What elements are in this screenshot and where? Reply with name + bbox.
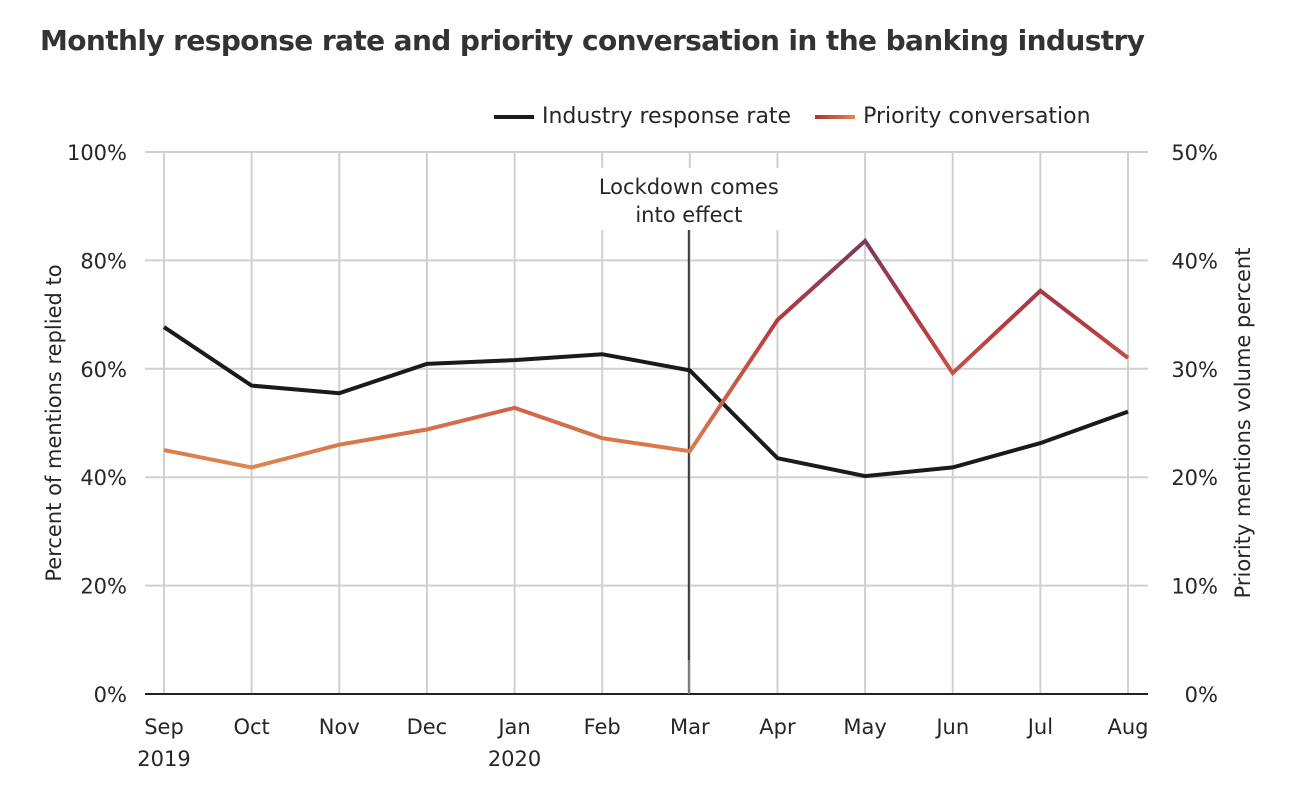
annotation-text: into effect (635, 203, 742, 227)
right-axis-ticks: 0% 10% 20% 30% 40% 50% (1171, 141, 1218, 707)
x-tick-label: Jul (1026, 715, 1053, 739)
vertical-gridlines (145, 152, 1148, 695)
lockdown-annotation: Lockdown comes into effect (583, 168, 794, 694)
x-tick-label: Apr (759, 715, 796, 739)
y-tick-right: 0% (1185, 683, 1218, 707)
y-axis-title-left: Percent of mentions replied to (42, 264, 66, 581)
legend-item-industry-response-rate[interactable]: Industry response rate (494, 104, 791, 129)
x-tick-label: Jan (496, 715, 530, 739)
x-tick-label: Oct (233, 715, 269, 739)
chart-title: Monthly response rate and priority conve… (40, 24, 1145, 57)
legend-swatch-priority (815, 114, 856, 119)
series-line-industry-response-rate (162, 325, 1129, 479)
x-axis-ticks: Sep 2019 Oct Nov Dec Jan 2020 Feb Mar Apr May Jun Ju… (137, 715, 1148, 771)
x-tick-sublabel: 2020 (488, 747, 541, 771)
y-tick-left: 20% (80, 575, 127, 599)
legend-item-priority-conversation[interactable]: Priority conversation (815, 104, 1091, 129)
y-tick-right: 20% (1171, 466, 1218, 490)
series-line-priority-conversation (163, 237, 1130, 470)
left-axis-ticks: 0% 20% 40% 60% 80% 100% (67, 141, 127, 707)
x-tick-sublabel: 2019 (137, 747, 190, 771)
x-tick-label: Dec (407, 715, 448, 739)
series-lines (162, 237, 1130, 479)
y-tick-right: 40% (1171, 249, 1218, 273)
horizontal-gridlines (145, 151, 1148, 587)
y-tick-left: 0% (94, 683, 127, 707)
legend-label-industry: Industry response rate (542, 104, 792, 129)
y-tick-left: 80% (80, 249, 127, 273)
y-tick-right: 10% (1171, 575, 1218, 599)
x-tick-label: May (843, 715, 886, 739)
y-tick-left: 60% (80, 358, 127, 382)
x-tick-label: Jun (934, 715, 969, 739)
y-tick-left: 100% (67, 141, 127, 165)
legend-label-priority: Priority conversation (863, 104, 1091, 129)
legend: Industry response rate Priority conversa… (494, 104, 1115, 129)
annotation-background (583, 168, 794, 230)
x-tick-label: Mar (670, 715, 710, 739)
x-tick-label: Nov (319, 715, 360, 739)
annotation-text: Lockdown comes (599, 175, 779, 199)
y-tick-left: 40% (80, 466, 127, 490)
x-tick-label: Sep (144, 715, 184, 739)
y-tick-right: 50% (1171, 141, 1218, 165)
y-axis-title-right: Priority mentions volume percent (1231, 248, 1255, 599)
y-tick-right: 30% (1171, 358, 1218, 382)
legend-swatch-industry (494, 114, 534, 119)
x-tick-label: Feb (584, 715, 621, 739)
x-tick-label: Aug (1107, 715, 1148, 739)
